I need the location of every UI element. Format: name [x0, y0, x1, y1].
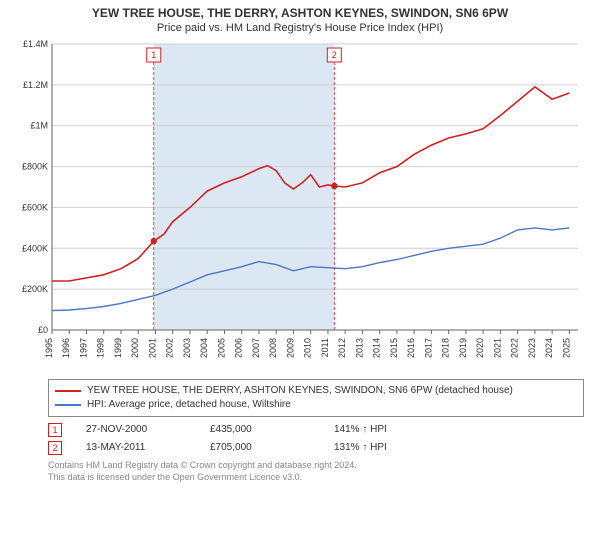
svg-text:2025: 2025 — [561, 338, 571, 358]
sale-price: £705,000 — [210, 439, 310, 457]
svg-text:2002: 2002 — [165, 338, 175, 358]
svg-text:2001: 2001 — [147, 338, 157, 358]
sales-table: 1 27-NOV-2000 £435,000 141% ↑ HPI 2 13-M… — [48, 421, 584, 457]
svg-text:1998: 1998 — [96, 338, 106, 358]
svg-text:2013: 2013 — [354, 338, 364, 358]
svg-text:£200K: £200K — [22, 284, 48, 294]
svg-text:2023: 2023 — [527, 338, 537, 358]
sale-date: 13-MAY-2011 — [86, 439, 186, 457]
legend-label: HPI: Average price, detached house, Wilt… — [87, 398, 291, 412]
legend: YEW TREE HOUSE, THE DERRY, ASHTON KEYNES… — [48, 379, 584, 417]
svg-text:2021: 2021 — [492, 338, 502, 358]
svg-text:1999: 1999 — [113, 338, 123, 358]
svg-text:2024: 2024 — [544, 338, 554, 358]
svg-text:2006: 2006 — [234, 338, 244, 358]
title-main: YEW TREE HOUSE, THE DERRY, ASHTON KEYNES… — [0, 6, 600, 20]
svg-text:2022: 2022 — [510, 338, 520, 358]
line-chart: £0 £200K £400K £600K £800K £1M £1.2M £1.4M 1995 1… — [12, 40, 588, 370]
svg-text:2019: 2019 — [458, 338, 468, 358]
svg-text:2008: 2008 — [268, 338, 278, 358]
svg-text:2014: 2014 — [372, 338, 382, 358]
svg-text:£600K: £600K — [22, 202, 48, 212]
svg-text:2017: 2017 — [423, 338, 433, 358]
legend-swatch — [55, 390, 81, 392]
svg-text:1995: 1995 — [44, 338, 54, 358]
svg-text:2010: 2010 — [303, 338, 313, 358]
svg-text:2015: 2015 — [389, 338, 399, 358]
svg-text:£1.2M: £1.2M — [23, 80, 48, 90]
svg-text:2011: 2011 — [320, 338, 330, 357]
legend-item: HPI: Average price, detached house, Wilt… — [55, 398, 577, 412]
svg-text:2: 2 — [332, 50, 337, 60]
svg-text:£400K: £400K — [22, 243, 48, 253]
sale-vs-hpi: 131% ↑ HPI — [334, 439, 434, 457]
sale-row: 1 27-NOV-2000 £435,000 141% ↑ HPI — [48, 421, 584, 439]
legend-item: YEW TREE HOUSE, THE DERRY, ASHTON KEYNES… — [55, 384, 577, 398]
footer-line: This data is licensed under the Open Gov… — [48, 471, 584, 483]
footer: Contains HM Land Registry data © Crown c… — [48, 459, 584, 483]
title-sub: Price paid vs. HM Land Registry's House … — [0, 22, 600, 34]
svg-text:1: 1 — [151, 50, 156, 60]
legend-swatch — [55, 404, 81, 406]
svg-text:2003: 2003 — [182, 338, 192, 358]
svg-text:£0: £0 — [38, 325, 48, 335]
svg-text:2012: 2012 — [337, 338, 347, 358]
chart-titles: YEW TREE HOUSE, THE DERRY, ASHTON KEYNES… — [0, 0, 600, 34]
svg-text:2004: 2004 — [199, 338, 209, 358]
svg-text:£1M: £1M — [30, 121, 48, 131]
svg-text:2005: 2005 — [216, 338, 226, 358]
svg-text:2016: 2016 — [406, 338, 416, 358]
sale-row: 2 13-MAY-2011 £705,000 131% ↑ HPI — [48, 439, 584, 457]
footer-line: Contains HM Land Registry data © Crown c… — [48, 459, 584, 471]
svg-text:2000: 2000 — [130, 338, 140, 358]
sale-vs-hpi: 141% ↑ HPI — [334, 421, 434, 439]
svg-text:1996: 1996 — [61, 338, 71, 358]
svg-text:2009: 2009 — [285, 338, 295, 358]
svg-text:2020: 2020 — [475, 338, 485, 358]
sale-date: 27-NOV-2000 — [86, 421, 186, 439]
sale-badge: 2 — [48, 441, 62, 455]
svg-text:2018: 2018 — [441, 338, 451, 358]
svg-text:2007: 2007 — [251, 338, 261, 358]
sale-price: £435,000 — [210, 421, 310, 439]
svg-text:1997: 1997 — [78, 338, 88, 358]
sale-badge: 1 — [48, 423, 62, 437]
legend-label: YEW TREE HOUSE, THE DERRY, ASHTON KEYNES… — [87, 384, 513, 398]
chart-area: £0 £200K £400K £600K £800K £1M £1.2M £1.4M 1995 1… — [12, 40, 588, 375]
svg-text:£800K: £800K — [22, 162, 48, 172]
svg-text:£1.4M: £1.4M — [23, 40, 48, 49]
